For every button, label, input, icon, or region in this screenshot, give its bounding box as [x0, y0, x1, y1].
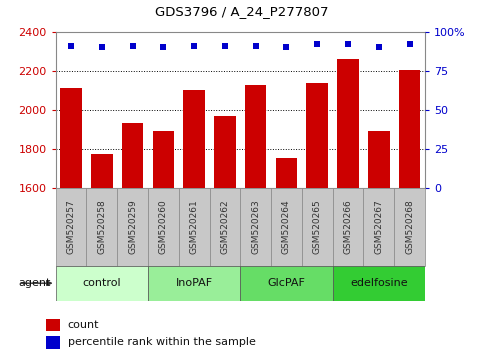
Bar — [184, 90, 205, 188]
Text: GSM520267: GSM520267 — [374, 199, 384, 254]
Bar — [46, 336, 60, 349]
Point — [98, 45, 106, 50]
Text: GSM520268: GSM520268 — [405, 199, 414, 254]
Bar — [271, 188, 302, 266]
Point — [283, 45, 290, 50]
Bar — [302, 188, 333, 266]
Bar — [245, 85, 267, 188]
Bar — [56, 188, 86, 266]
Point — [67, 43, 75, 49]
Bar — [333, 266, 425, 301]
Text: GSM520259: GSM520259 — [128, 199, 137, 254]
Bar — [337, 59, 359, 188]
Text: count: count — [68, 320, 99, 330]
Bar — [148, 188, 179, 266]
Text: GSM520266: GSM520266 — [343, 199, 353, 254]
Bar — [241, 266, 333, 301]
Bar — [122, 124, 143, 188]
Point — [313, 41, 321, 47]
Point — [190, 43, 198, 49]
Bar — [276, 159, 297, 188]
Bar — [210, 188, 240, 266]
Text: GSM520261: GSM520261 — [190, 199, 199, 254]
Bar — [148, 266, 241, 301]
Text: GSM520258: GSM520258 — [97, 199, 106, 254]
Point — [159, 45, 167, 50]
Bar — [153, 131, 174, 188]
Text: GDS3796 / A_24_P277807: GDS3796 / A_24_P277807 — [155, 5, 328, 18]
Text: GSM520260: GSM520260 — [159, 199, 168, 254]
Bar — [60, 88, 82, 188]
Text: GlcPAF: GlcPAF — [268, 278, 305, 288]
Text: GSM520265: GSM520265 — [313, 199, 322, 254]
Text: InoPAF: InoPAF — [175, 278, 213, 288]
Text: GSM520263: GSM520263 — [251, 199, 260, 254]
Bar — [56, 266, 148, 301]
Bar — [86, 188, 117, 266]
Bar — [179, 188, 210, 266]
Bar — [368, 131, 390, 188]
Text: edelfosine: edelfosine — [350, 278, 408, 288]
Text: percentile rank within the sample: percentile rank within the sample — [68, 337, 256, 348]
Point — [406, 41, 413, 47]
Text: agent: agent — [18, 278, 51, 288]
Bar — [364, 188, 394, 266]
Text: GSM520257: GSM520257 — [67, 199, 75, 254]
Point — [128, 43, 136, 49]
Text: control: control — [83, 278, 121, 288]
Bar — [91, 154, 113, 188]
Bar — [240, 188, 271, 266]
Point — [252, 43, 259, 49]
Text: GSM520264: GSM520264 — [282, 199, 291, 254]
Bar — [117, 188, 148, 266]
Bar — [307, 84, 328, 188]
Point — [344, 41, 352, 47]
Text: GSM520262: GSM520262 — [220, 199, 229, 254]
Bar — [394, 188, 425, 266]
Bar — [399, 70, 420, 188]
Bar — [46, 319, 60, 331]
Bar — [214, 115, 236, 188]
Point — [375, 45, 383, 50]
Point — [221, 43, 229, 49]
Bar — [333, 188, 364, 266]
